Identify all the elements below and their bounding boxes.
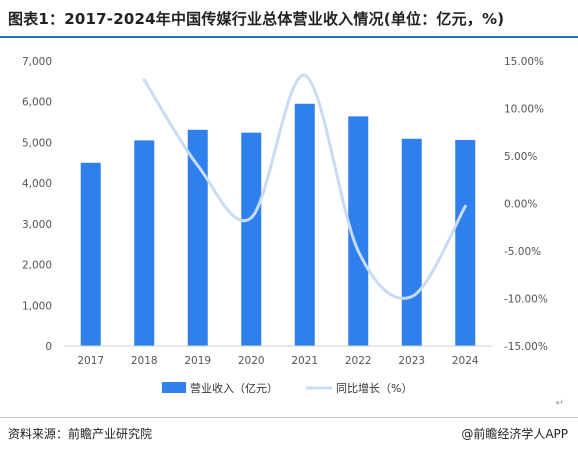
right-axis-ticks: -15.00% -10.00% -5.00% 0.00% 5.00% 10.00% 15.0… (504, 56, 548, 353)
bar-2022 (348, 116, 369, 346)
x-tick-label: 2021 (291, 355, 318, 367)
x-tick-label: 2018 (131, 355, 158, 367)
x-tick-label: 2024 (452, 355, 479, 367)
left-tick-label: 7,000 (22, 56, 52, 68)
right-tick-label: 5.00% (504, 151, 537, 163)
bar-2017 (80, 162, 101, 346)
right-tick-label: -15.00% (504, 341, 548, 353)
right-tick-label: -10.00% (504, 294, 548, 306)
right-tick-label: 0.00% (504, 199, 537, 211)
right-tick-label: 10.00% (504, 104, 544, 116)
legend-bar-swatch (162, 382, 186, 393)
right-tick-label: -5.00% (504, 246, 541, 258)
bar-2021 (294, 103, 315, 346)
left-tick-label: 6,000 (22, 97, 52, 109)
chart-title: 图表1：2017-2024年中国传媒行业总体营业收入情况(单位：亿元，%) (8, 10, 505, 28)
bar-2020 (241, 132, 262, 346)
legend-line-label: 同比增长（%） (336, 381, 412, 395)
legend-bar-label: 营业收入（亿元） (190, 381, 278, 395)
bar-2018 (134, 140, 155, 346)
left-tick-label: 0 (45, 341, 52, 353)
source-note: 资料来源：前瞻产业研究院 (8, 427, 153, 441)
x-tick-label: 2023 (398, 355, 425, 367)
left-tick-label: 5,000 (22, 137, 52, 149)
bar-2024 (455, 139, 476, 346)
brand-credit: @前瞻经济学人APP (461, 427, 568, 441)
x-tick-label: 2019 (184, 355, 211, 367)
left-tick-label: 3,000 (22, 219, 52, 231)
title-underline (0, 36, 578, 38)
left-tick-label: 2,000 (22, 260, 52, 272)
legend: 营业收入（亿元） 同比增长（%） (162, 381, 412, 395)
x-tick-label: 2022 (345, 355, 372, 367)
footer-divider (0, 417, 578, 418)
right-tick-label: 15.00% (504, 56, 544, 68)
growth-line-group (142, 73, 467, 300)
left-tick-label: 1,000 (22, 300, 52, 312)
bar-2019 (187, 129, 208, 346)
x-tick-label: 2017 (77, 355, 104, 367)
bar-2023 (401, 138, 422, 346)
x-tick-label: 2020 (238, 355, 265, 367)
return-mark: ↵ (555, 398, 564, 409)
growth-line (142, 73, 467, 300)
x-axis-ticks: 2017 2018 2019 2020 2021 2022 2023 2024 (77, 355, 479, 367)
left-tick-label: 4,000 (22, 178, 52, 190)
left-axis-ticks: 0 1,000 2,000 3,000 4,000 5,000 6,000 7,000 (22, 56, 52, 353)
